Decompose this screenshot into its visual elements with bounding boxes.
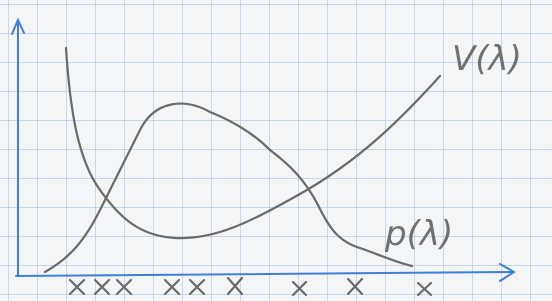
v-label: V(λ) [452,39,522,79]
sketch: V(λ) p(λ) [0,0,552,301]
p-label: p(λ) [384,214,453,254]
